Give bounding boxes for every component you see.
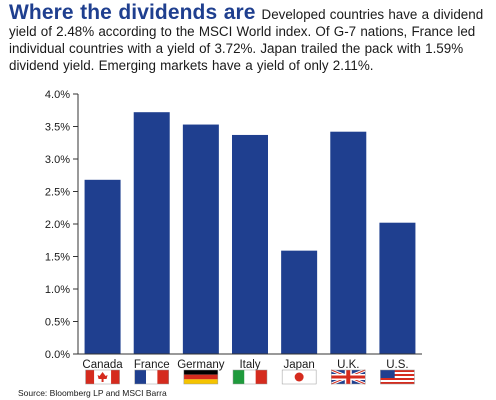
x-tick-label: U.K. xyxy=(337,359,359,371)
us-flag-icon xyxy=(380,369,415,385)
y-tick-label: 2.0% xyxy=(45,219,70,231)
y-axis: 0.0% 0.5% 1.0% 1.5% 2.0% 2.5% 3.0% 3.5% 4.0% xyxy=(45,89,79,361)
canada-flag-icon xyxy=(85,369,120,385)
germany-flag-icon xyxy=(183,369,219,385)
x-tick-label: U.S. xyxy=(386,359,408,371)
y-tick-label: 4.0% xyxy=(45,89,70,101)
bar xyxy=(330,131,367,354)
bars-group xyxy=(84,112,416,354)
x-tick-label: Germany xyxy=(177,359,225,371)
japan-flag-icon xyxy=(281,369,317,385)
uk-flag-icon xyxy=(330,368,366,386)
chart-header: Where the dividends are Developed countri… xyxy=(9,1,487,74)
y-tick-label: 1.0% xyxy=(45,284,70,296)
chart-description: Developed countries have a dividend yiel… xyxy=(9,7,484,73)
bar xyxy=(281,250,318,354)
y-tick-label: 1.5% xyxy=(45,252,70,264)
chart-title: Where the dividends are xyxy=(9,1,256,24)
bar xyxy=(379,222,416,354)
flags-group xyxy=(85,368,415,386)
y-tick-label: 0.5% xyxy=(45,317,70,329)
y-tick-label: 3.5% xyxy=(45,122,70,134)
x-tick-label: Japan xyxy=(283,359,314,371)
y-tick-label: 0.0% xyxy=(45,349,70,361)
italy-flag-icon xyxy=(232,369,268,385)
source-note: Source: Bloomberg LP and MSCI Barra xyxy=(18,388,167,398)
x-axis: Canada France Germany Italy Japan U.K. U.S. xyxy=(78,353,422,371)
bar xyxy=(232,134,268,354)
x-tick-label: Italy xyxy=(239,359,260,371)
bar xyxy=(84,179,121,354)
bar xyxy=(182,124,219,354)
y-tick-label: 3.0% xyxy=(45,154,70,166)
france-flag-icon xyxy=(134,369,169,385)
x-tick-label: France xyxy=(134,359,170,371)
bar xyxy=(133,112,170,354)
y-tick-label: 2.5% xyxy=(45,187,70,199)
x-tick-label: Canada xyxy=(82,359,123,371)
